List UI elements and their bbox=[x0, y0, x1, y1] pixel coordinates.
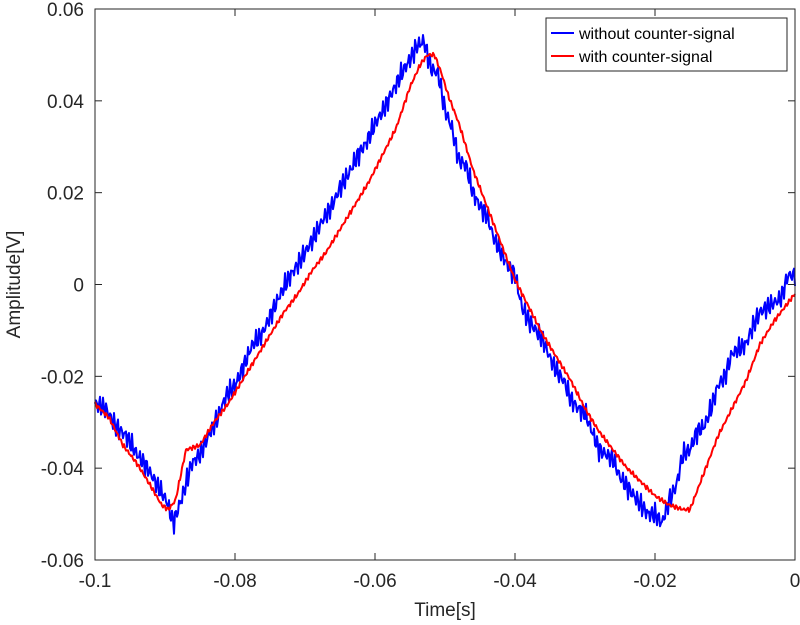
x-tick-label: -0.04 bbox=[493, 571, 537, 592]
series-layer bbox=[94, 34, 796, 535]
y-tick-label: 0.02 bbox=[47, 184, 84, 205]
x-axis-label: Time[s] bbox=[414, 600, 476, 621]
y-tick-label: 0.06 bbox=[47, 0, 84, 21]
x-tick-label: -0.06 bbox=[353, 571, 396, 592]
legend-label-with-counter-signal: with counter-signal bbox=[578, 49, 712, 66]
y-axis-label: Amplitude[V] bbox=[4, 231, 25, 339]
x-tick-label: -0.02 bbox=[633, 571, 676, 592]
legend-label-without-counter-signal: without counter-signal bbox=[578, 26, 735, 43]
legend-box bbox=[545, 17, 788, 72]
plot-background bbox=[95, 9, 795, 560]
series-line-with-counter-signal bbox=[94, 51, 796, 513]
y-tick-label: -0.04 bbox=[41, 459, 85, 480]
y-tick-label: -0.02 bbox=[41, 367, 84, 388]
legend: without counter-signal with counter-sign… bbox=[545, 17, 788, 72]
y-tick-label: -0.06 bbox=[41, 551, 84, 572]
x-tick-label: -0.08 bbox=[213, 571, 256, 592]
x-tick-label: 0 bbox=[790, 571, 800, 592]
ticks-layer: -0.1 -0.08 -0.06 -0.04 -0.02 0 0.06 0.04 0.02 0 -0… bbox=[41, 0, 800, 592]
x-tick-label: -0.1 bbox=[79, 571, 112, 592]
y-tick-label: 0 bbox=[73, 276, 84, 297]
y-tick-label: 0.04 bbox=[47, 92, 84, 113]
